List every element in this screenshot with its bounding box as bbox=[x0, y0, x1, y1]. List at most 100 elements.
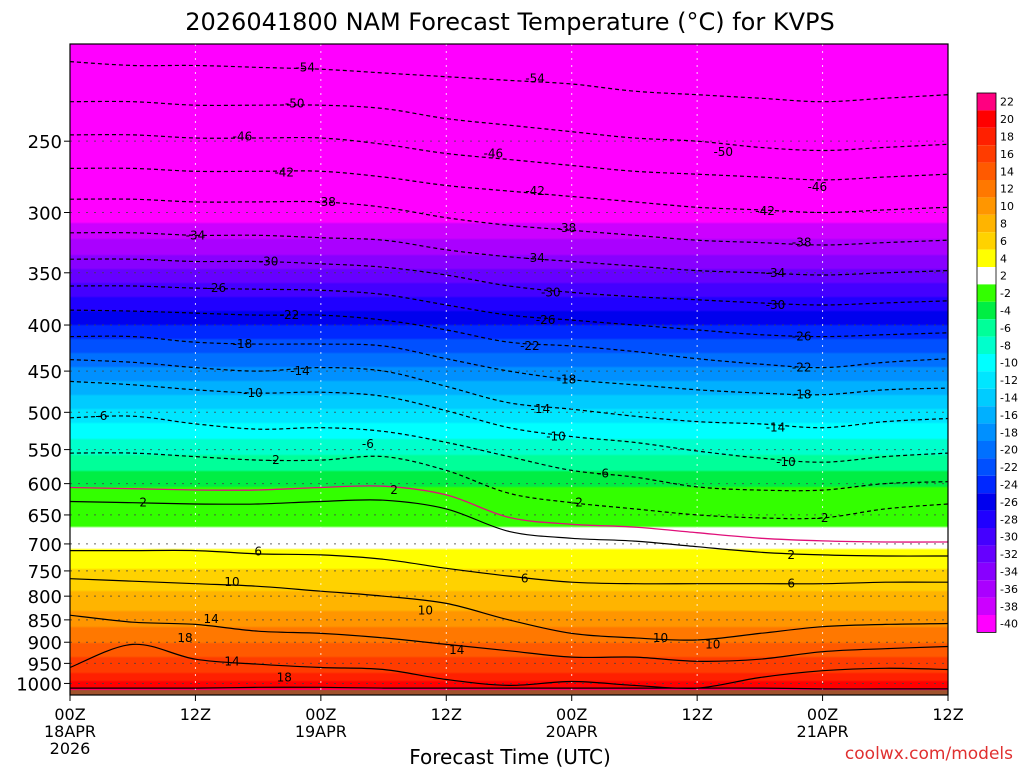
contour-labels: -54 -54 -50 -50 -46 -46 -46 -42 -42 -42 -38 -38 -38 -… bbox=[95, 60, 828, 684]
colorbar-swatch bbox=[977, 493, 996, 511]
isotherm-10 bbox=[70, 578, 948, 641]
isotherm-minus2 bbox=[70, 452, 948, 520]
contour-label: 10 bbox=[418, 604, 433, 618]
contour-label: -50 bbox=[713, 145, 733, 159]
contour-label: 2 bbox=[139, 496, 147, 510]
isotherm-18 bbox=[70, 643, 948, 690]
plot-frame bbox=[69, 43, 949, 696]
y-tick-label: 600 bbox=[28, 475, 62, 496]
colorbar-swatch bbox=[977, 615, 996, 633]
y-tick-label: 750 bbox=[28, 562, 62, 583]
y-tick-label: 550 bbox=[28, 441, 62, 462]
y-tick-label: 1000 bbox=[16, 674, 62, 695]
colorbar-swatch bbox=[977, 162, 996, 180]
contour-label: -38 bbox=[316, 195, 336, 209]
colorbar-label: -30 bbox=[1000, 531, 1018, 544]
colorbar-label: 18 bbox=[1000, 131, 1014, 144]
contour-label: -6 bbox=[597, 467, 609, 481]
x-tick-date: 19APR bbox=[295, 722, 347, 741]
contour-label: -2 bbox=[817, 511, 829, 525]
x-tick-label: 00Z bbox=[807, 705, 838, 724]
isotherm-minus34 bbox=[70, 232, 948, 276]
colorbar-label: -24 bbox=[1000, 479, 1018, 492]
colorbar-label: -2 bbox=[1000, 287, 1011, 300]
isotherm-minus14 bbox=[70, 359, 948, 429]
contour-label: -22 bbox=[792, 361, 812, 375]
contour-label: -30 bbox=[541, 285, 561, 299]
contour-label: 18 bbox=[177, 631, 192, 645]
colorbar-label: -32 bbox=[1000, 548, 1018, 561]
y-tick-label: 700 bbox=[28, 535, 62, 556]
contour-label: 10 bbox=[705, 637, 720, 651]
x-tick-label: 00Z bbox=[556, 705, 587, 724]
temperature-field bbox=[70, 44, 948, 695]
colorbar-swatch bbox=[977, 284, 996, 302]
colorbar-swatch bbox=[977, 475, 996, 494]
colorbar-swatch bbox=[977, 110, 996, 128]
contour-label: -34 bbox=[525, 251, 545, 265]
colorbar-label: -36 bbox=[1000, 583, 1018, 596]
plot-area: -54 -54 -50 -50 -46 -46 -46 -42 -42 -42 -38 -38 -38 -… bbox=[69, 43, 949, 696]
isotherm-6 bbox=[70, 549, 948, 585]
colorbar-label: -28 bbox=[1000, 513, 1018, 526]
colorbar-swatch bbox=[977, 423, 996, 441]
contour-label: 18 bbox=[277, 671, 292, 685]
colorbar-swatch bbox=[977, 562, 996, 581]
colorbar-label: -34 bbox=[1000, 566, 1018, 579]
contour-label: -22 bbox=[520, 339, 540, 353]
contour-label: 14 bbox=[449, 643, 464, 657]
contour-label: -18 bbox=[233, 337, 253, 351]
colorbar-swatch bbox=[977, 336, 996, 354]
colorbar-label: -16 bbox=[1000, 409, 1018, 422]
colorbar-swatch bbox=[977, 406, 996, 424]
x-tick-label: 12Z bbox=[681, 705, 712, 724]
contour-label: -14 bbox=[531, 402, 551, 416]
contour-label: -42 bbox=[274, 166, 294, 180]
colorbar-swatch bbox=[977, 371, 996, 389]
x-tick-label: 12Z bbox=[431, 705, 462, 724]
colorbar-label: 6 bbox=[1000, 235, 1007, 248]
y-tick-label: 350 bbox=[28, 264, 62, 285]
x-tick-label: 00Z bbox=[54, 705, 85, 724]
contour-label: -10 bbox=[546, 430, 566, 444]
freezing-level-line bbox=[70, 485, 948, 543]
contour-label: -50 bbox=[285, 96, 305, 110]
contour-label: -30 bbox=[766, 298, 786, 312]
contour-label: 2 bbox=[787, 548, 795, 562]
y-tick-label: 300 bbox=[28, 204, 62, 225]
contour-label: -18 bbox=[792, 388, 812, 402]
colorbar-label: -26 bbox=[1000, 496, 1018, 509]
colorbar-label: -6 bbox=[1000, 322, 1011, 335]
colorbar-swatch bbox=[977, 528, 996, 546]
y-tick-label: 900 bbox=[28, 633, 62, 654]
chart-title: 2026041800 NAM Forecast Temperature (°C)… bbox=[185, 8, 834, 36]
contour-label: -18 bbox=[557, 373, 577, 387]
colorbar-label: 22 bbox=[1000, 96, 1014, 109]
colorbar-swatch bbox=[977, 145, 996, 163]
contour-label: -46 bbox=[484, 147, 504, 161]
pressure-axis: 2503003504004505005506006507007508008509… bbox=[16, 132, 70, 695]
contour-label: -2 bbox=[268, 453, 280, 467]
x-tick-date: 18APR bbox=[44, 722, 96, 741]
colorbar-swatch bbox=[977, 441, 996, 459]
x-tick-date: 20APR bbox=[546, 722, 598, 741]
y-tick-label: 250 bbox=[28, 132, 62, 153]
y-tick-label: 950 bbox=[28, 654, 62, 675]
colorbar-swatch bbox=[977, 458, 996, 476]
contour-label: -54 bbox=[295, 60, 315, 74]
isotherm-minus50 bbox=[70, 100, 948, 152]
colorbar-swatch bbox=[977, 93, 996, 111]
colorbar-swatch bbox=[977, 354, 996, 372]
contour-label: -34 bbox=[186, 228, 206, 242]
contour-label: -10 bbox=[776, 455, 796, 469]
colorbar-label: -8 bbox=[1000, 339, 1011, 352]
contour-label: 6 bbox=[254, 545, 262, 559]
colorbar-swatch bbox=[977, 301, 996, 320]
x-tick-label: 00Z bbox=[305, 705, 336, 724]
contour-label: 6 bbox=[521, 572, 529, 586]
contour-label: -6 bbox=[362, 437, 374, 451]
contour-label: -22 bbox=[280, 308, 300, 322]
colorbar-label: 20 bbox=[1000, 113, 1014, 126]
